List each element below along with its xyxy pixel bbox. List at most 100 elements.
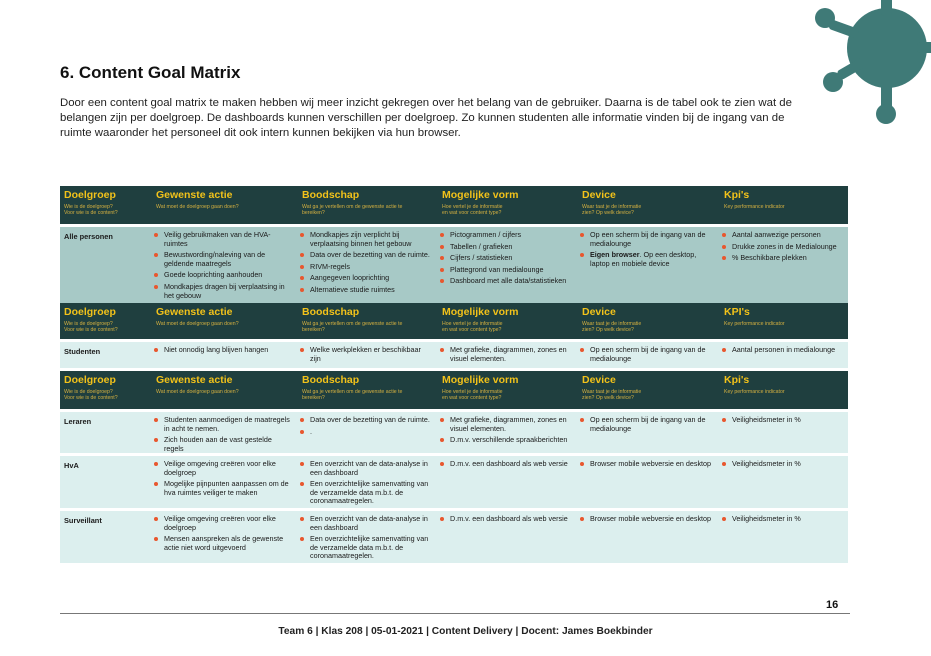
list-item: Veilig gebruikmaken van de HVA-ruimtes <box>152 230 292 248</box>
list-item: Aantal aanwezige personen <box>720 230 842 240</box>
list-item: Bewustwording/naleving van de geldende m… <box>152 250 292 268</box>
page-footer: Team 6 | Klas 208 | 05-01-2021 | Content… <box>278 626 653 637</box>
list-item: D.m.v. een dashboard als web versie <box>438 514 572 524</box>
list-item: Met grafieke, diagrammen, zones en visue… <box>438 415 572 433</box>
header-cell-doelgroep: Doelgroep Wie is de doelgroep? Voor wie i… <box>64 306 118 334</box>
header-cell-doelgroep: Doelgroep Wie is de doelgroep? Voor wie i… <box>64 189 118 217</box>
list-item: % Beschikbare plekken <box>720 254 842 263</box>
header-cell-actie: Gewenste actie Wat moet de doelgroep gaan… <box>156 374 239 395</box>
row-label: Leraren <box>64 417 92 426</box>
cell-boodschap: Data over de bezetting van de ruimte. . <box>298 412 438 453</box>
cell-actie: Veilige omgeving creëren voor elke doelg… <box>152 511 298 563</box>
header-cell-kpi: KPI's Key performance indicator <box>724 306 785 327</box>
cell-vorm: Met grafieke, diagrammen, zones en visue… <box>438 342 578 368</box>
matrix-row-studenten: Studenten Niet onnodig lang blijven hang… <box>60 342 848 368</box>
list-item: Data over de bezetting van de ruimte. <box>298 415 432 425</box>
cell-kpi: Veiligheidsmeter in % <box>720 456 848 508</box>
content-goal-matrix: Doelgroep Wie is de doelgroep? Voor wie i… <box>60 186 848 563</box>
list-item: Op een scherm bij de ingang van de media… <box>578 415 714 433</box>
cell-actie: Niet onnodig lang blijven hangen <box>152 342 298 368</box>
list-item: Aangegeven looprichting <box>298 274 432 283</box>
matrix-header-row: Doelgroep Wie is de doelgroep? Voor wie i… <box>60 371 848 409</box>
list-item: Drukke zones in de Medialounge <box>720 242 842 252</box>
header-cell-boodschap: Boodschap Wat ga je vertellen om de gewen… <box>302 306 403 334</box>
virus-illustration <box>815 0 931 124</box>
cell-kpi: Aantal personen in medialounge <box>720 342 848 368</box>
cell-boodschap: Mondkapjes zijn verplicht bij verplaatsi… <box>298 227 438 303</box>
list-item: Mondkapjes dragen bij verplaatsing in he… <box>152 282 292 300</box>
list-item: Een overzicht van de data-analyse in een… <box>298 459 432 477</box>
list-item: Veiligheidsmeter in % <box>720 514 842 524</box>
cell-boodschap: Een overzicht van de data-analyse in een… <box>298 456 438 508</box>
header-cell-boodschap: Boodschap Wat ga je vertellen om de gewen… <box>302 189 403 217</box>
cell-boodschap: Een overzicht van de data-analyse in een… <box>298 511 438 563</box>
matrix-header-row: Doelgroep Wie is de doelgroep? Voor wie i… <box>60 186 848 224</box>
page-number: 16 <box>826 599 839 611</box>
intro-paragraph: Door een content goal matrix te maken he… <box>60 97 792 139</box>
list-item: Op een scherm bij de ingang van de media… <box>578 230 714 248</box>
matrix-row-leraren: Leraren Studenten aanmoedigen de maatreg… <box>60 412 848 453</box>
list-item: Een overzichtelijke samenvatting van de … <box>298 479 432 506</box>
row-label: HvA <box>64 461 79 470</box>
list-item: Zich houden aan de vast gestelde regels <box>152 435 292 453</box>
list-item: Welke werkplekken er beschikbaar zijn <box>298 345 432 363</box>
list-item: Een overzichtelijke samenvatting van de … <box>298 534 432 561</box>
cell-vorm: D.m.v. een dashboard als web versie <box>438 456 578 508</box>
header-cell-doelgroep: Doelgroep Wie is de doelgroep? Voor wie i… <box>64 374 118 402</box>
list-item: Data over de bezetting van de ruimte. <box>298 251 432 260</box>
cell-device: Browser mobile webversie en desktop <box>578 511 720 563</box>
row-label: Alle personen <box>64 232 113 241</box>
header-cell-vorm: Mogelijke vorm Hoe vertel je de informati… <box>442 189 519 217</box>
list-item: Browser mobile webversie en desktop <box>578 514 714 524</box>
header-cell-vorm: Mogelijke vorm Hoe vertel je de informati… <box>442 306 519 334</box>
cell-vorm: Met grafieke, diagrammen, zones en visue… <box>438 412 578 453</box>
cell-device: Op een scherm bij de ingang van de media… <box>578 342 720 368</box>
list-item: Dashboard met alle data/statistieken <box>438 277 572 286</box>
matrix-row-surveillant: Surveillant Veilige omgeving creëren voo… <box>60 511 848 563</box>
list-item: Op een scherm bij de ingang van de media… <box>578 345 714 363</box>
cell-kpi: Veiligheidsmeter in % <box>720 412 848 453</box>
list-item: Pictogrammen / cijfers <box>438 230 572 240</box>
cell-boodschap: Welke werkplekken er beschikbaar zijn <box>298 342 438 368</box>
header-cell-device: Device Waar taat je de informatie zien? O… <box>582 374 642 402</box>
cell-actie: Veilig gebruikmaken van de HVA-ruimtes B… <box>152 227 298 303</box>
header-cell-device: Device Waar taat je de informatie zien? O… <box>582 306 642 334</box>
list-item: Eigen browser. Op een desktop, laptop en… <box>578 250 714 268</box>
header-cell-actie: Gewenste actie Wat moet de doelgroep gaan… <box>156 306 239 327</box>
list-item: Tabellen / grafieken <box>438 242 572 252</box>
matrix-header-row: Doelgroep Wie is de doelgroep? Voor wie i… <box>60 303 848 339</box>
list-item: Studenten aanmoedigen de maatregels in a… <box>152 415 292 433</box>
list-item: Veiligheidsmeter in % <box>720 415 842 425</box>
list-item: Alternatieve studie ruimtes <box>298 285 432 295</box>
cell-device: Browser mobile webversie en desktop <box>578 456 720 508</box>
list-item: Cijfers / statistieken <box>438 254 572 263</box>
header-cell-vorm: Mogelijke vorm Hoe vertel je de informati… <box>442 374 519 402</box>
footer-divider <box>60 613 850 614</box>
cell-kpi: Aantal aanwezige personen Drukke zones i… <box>720 227 848 303</box>
header-cell-boodschap: Boodschap Wat ga je vertellen om de gewen… <box>302 374 403 402</box>
header-cell-actie: Gewenste actie Wat moet de doelgroep gaan… <box>156 189 239 210</box>
list-item: Veilige omgeving creëren voor elke doelg… <box>152 459 292 477</box>
list-item: Aantal personen in medialounge <box>720 345 842 355</box>
section-heading: 6. Content Goal Matrix <box>60 63 241 82</box>
list-item: Goede looprichting aanhouden <box>152 271 292 280</box>
list-item: D.m.v. een dashboard als web versie <box>438 459 572 469</box>
header-cell-kpi: Kpi's Key performance indicator <box>724 374 785 395</box>
cell-vorm: Pictogrammen / cijfers Tabellen / grafie… <box>438 227 578 303</box>
list-item: Mondkapjes zijn verplicht bij verplaatsi… <box>298 230 432 248</box>
row-label: Studenten <box>64 347 101 356</box>
list-item: . <box>298 427 432 437</box>
list-item: D.m.v. verschillende spraakberichten <box>438 436 572 445</box>
cell-vorm: D.m.v. een dashboard als web versie <box>438 511 578 563</box>
list-item: Plattegrond van medialounge <box>438 265 572 275</box>
list-item: Browser mobile webversie en desktop <box>578 459 714 469</box>
list-item: Een overzicht van de data-analyse in een… <box>298 514 432 532</box>
list-item: Veiligheidsmeter in % <box>720 459 842 469</box>
header-cell-kpi: Kpi's Key performance indicator <box>724 189 785 210</box>
cell-actie: Studenten aanmoedigen de maatregels in a… <box>152 412 298 453</box>
matrix-row-hva: HvA Veilige omgeving creëren voor elke d… <box>60 456 848 508</box>
matrix-row-alle-personen: Alle personen Veilig gebruikmaken van de… <box>60 227 848 303</box>
cell-device: Op een scherm bij de ingang van de media… <box>578 412 720 453</box>
row-label: Surveillant <box>64 516 102 525</box>
list-item: Met grafieke, diagrammen, zones en visue… <box>438 345 572 363</box>
